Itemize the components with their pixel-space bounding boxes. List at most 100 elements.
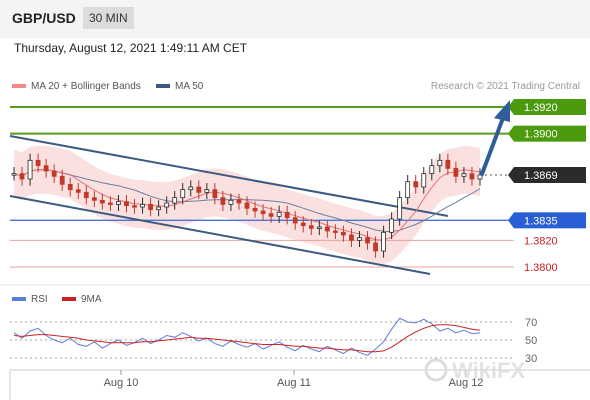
candle-body [308, 225, 314, 229]
channel-upper-line [9, 135, 449, 217]
candle-body [324, 226, 330, 232]
candle-body [357, 237, 362, 241]
legend-9ma: 9MA [62, 294, 102, 305]
candle-body [397, 197, 403, 220]
candle-body [172, 197, 178, 204]
legend-rsi: RSI [12, 294, 48, 305]
candle-body [35, 159, 41, 167]
candle-body [332, 230, 338, 233]
candle-body [437, 159, 443, 167]
candle-body [389, 218, 395, 233]
candle-body [461, 173, 467, 177]
candle-body [11, 173, 17, 176]
channel-lower-line [9, 195, 431, 275]
rsi-ma-line [13, 324, 481, 353]
candle-body [124, 201, 129, 207]
candle-body [268, 213, 274, 217]
candle-body [67, 183, 73, 191]
candle-body [365, 237, 370, 244]
watermark-text: WikiFX [452, 358, 525, 383]
candle-body [316, 226, 322, 229]
candle-body [405, 181, 411, 199]
level-badge-1.3835 [514, 212, 586, 229]
candle-body [284, 211, 290, 219]
candle-body [196, 186, 202, 193]
candle-body [413, 181, 419, 188]
candle-body [252, 207, 258, 212]
candle-body [228, 199, 234, 205]
candle-body [220, 197, 226, 205]
level-label-1.3900: 1.3900 [524, 129, 558, 141]
level-badge-1.3900 [514, 125, 586, 142]
x-tick-label: Aug 11 [277, 377, 311, 389]
candle-body [164, 202, 170, 208]
level-label-1.3920: 1.3920 [524, 102, 558, 114]
candle-body [19, 173, 25, 180]
candle-body [99, 199, 105, 204]
rsi-line [13, 317, 481, 356]
legend-9ma-label: 9MA [81, 294, 102, 305]
candle-body [188, 186, 194, 191]
candle-body [373, 242, 378, 252]
candle-body [116, 201, 121, 205]
candle-body [75, 189, 81, 193]
candle-body [204, 189, 210, 193]
candle-body [140, 203, 145, 208]
level-badge-arrow-1.3869 [508, 167, 514, 183]
candle-body [132, 205, 137, 208]
candle-body [148, 203, 153, 211]
rsi-tick-label: 70 [525, 317, 537, 329]
symbol-title: GBP/USD [12, 10, 76, 26]
candle-body [276, 211, 282, 217]
legend-ma50: MA 50 [156, 81, 203, 92]
candle-body [51, 170, 57, 177]
level-label-1.3835: 1.3835 [524, 215, 558, 227]
chart-header: GBP/USD 30 MIN [0, 0, 590, 38]
candle-body [381, 231, 386, 252]
x-tick-label: Aug 12 [449, 377, 484, 389]
candle-body [469, 173, 475, 180]
x-tick-label: Aug 10 [104, 377, 139, 389]
timestamp: Thursday, August 12, 2021 1:49:11 AM CET [14, 41, 248, 55]
candle-body [244, 202, 250, 209]
candle-body [260, 210, 266, 215]
level-badge-1.3869 [514, 167, 586, 183]
candle-body [212, 189, 218, 199]
legend-ma20-label: MA 20 + Bollinger Bands [31, 81, 141, 92]
timeframe-badge[interactable]: 30 MIN [83, 7, 134, 29]
rsi-tick-label: 30 [525, 353, 537, 365]
legend-ma20: MA 20 + Bollinger Bands [12, 81, 141, 92]
level-label-1.3800: 1.3800 [524, 262, 558, 274]
candle-body [421, 173, 427, 188]
legend-ma50-swatch [156, 84, 170, 89]
candle-body [180, 189, 186, 199]
level-badge-arrow-1.3835 [508, 212, 514, 229]
level-label-1.3820: 1.3820 [524, 235, 558, 247]
candle-body [59, 175, 65, 185]
candle-body [341, 231, 346, 236]
watermark-logo [424, 358, 448, 382]
candle-body [349, 234, 354, 241]
candle-body [108, 202, 113, 205]
candle-body [156, 206, 162, 211]
candle-body [445, 159, 451, 169]
candle-body [43, 165, 49, 172]
rsi-tick-label: 50 [525, 335, 537, 347]
candle-body [91, 197, 97, 201]
candle-body [83, 191, 89, 199]
candle-body [292, 217, 298, 224]
candle-body [477, 174, 483, 180]
candle-body [453, 167, 459, 177]
legend-9ma-swatch [62, 297, 76, 302]
legend-rsi-swatch [12, 297, 26, 302]
forecast-arrow-head [494, 100, 510, 122]
legend-rsi-label: RSI [31, 294, 48, 305]
legend-ma20-swatch [12, 84, 26, 89]
candle-body [236, 199, 242, 204]
legend-ma50-label: MA 50 [175, 81, 204, 92]
candle-body [27, 159, 33, 180]
credit-text: Research © 2021 Trading Central [430, 81, 580, 92]
candle-body [429, 165, 435, 175]
level-badge-arrow-1.3920 [508, 99, 514, 115]
